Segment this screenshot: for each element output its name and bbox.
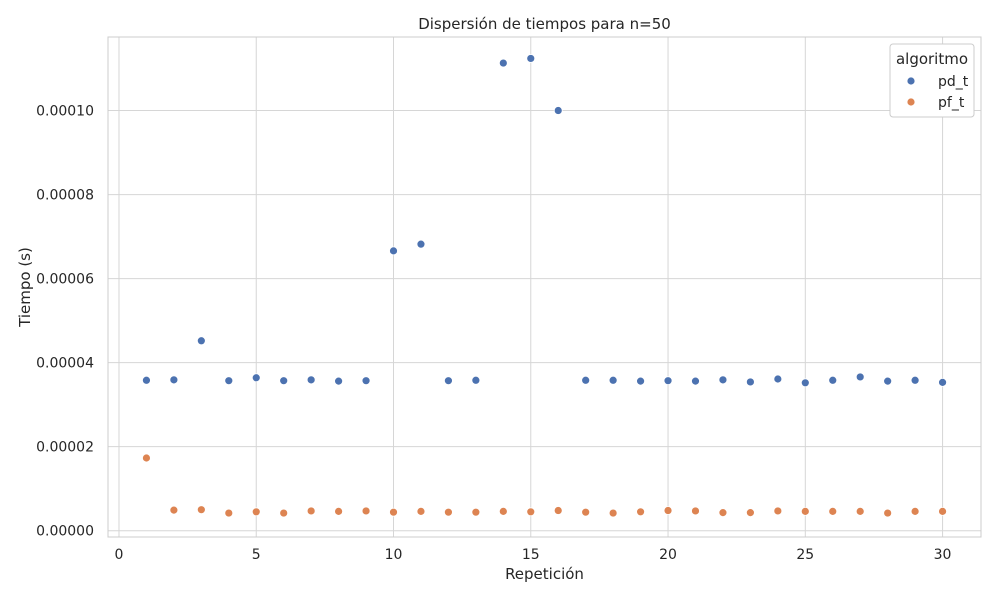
- legend-title: algoritmo: [896, 50, 968, 68]
- data-point-pf-t: [279, 508, 289, 518]
- data-point-pf-t: [251, 507, 261, 517]
- chart-title: Dispersión de tiempos para n=50: [418, 15, 671, 33]
- legend-label-pd-t: pd_t: [938, 74, 969, 90]
- data-point-pd-t: [306, 375, 316, 385]
- data-point-pd-t: [718, 375, 728, 385]
- data-point-pf-t: [361, 506, 371, 516]
- y-tick-label: 0.00006: [36, 272, 94, 288]
- y-tick-label: 0.00008: [36, 188, 94, 204]
- data-point-pd-t: [142, 375, 151, 385]
- data-point-pf-t: [498, 506, 508, 516]
- data-point-pf-t: [306, 506, 316, 516]
- data-point-pf-t: [444, 507, 453, 517]
- data-point-pd-t: [745, 377, 755, 387]
- data-point-pf-t: [800, 506, 810, 516]
- data-point-pd-t: [855, 372, 865, 382]
- data-point-pf-t: [142, 453, 151, 463]
- data-point-pd-t: [361, 376, 371, 386]
- data-point-pd-t: [169, 375, 179, 385]
- data-point-pd-t: [800, 378, 810, 388]
- data-point-pf-t: [196, 505, 206, 515]
- data-point-pd-t: [526, 54, 536, 63]
- data-point-pd-t: [828, 375, 838, 385]
- data-point-pf-t: [745, 508, 755, 518]
- data-point-pd-t: [444, 376, 453, 386]
- legend: algoritmo pd_t pf_t: [889, 43, 975, 118]
- plot-frame: [107, 36, 982, 538]
- grid: [108, 37, 981, 537]
- data-point-pf-t: [389, 507, 398, 517]
- data-point-pd-t: [883, 376, 893, 386]
- data-point-pf-t: [663, 506, 673, 515]
- data-point-pd-t: [416, 239, 426, 249]
- data-point-pd-t: [691, 376, 700, 386]
- data-point-pf-t: [828, 506, 838, 516]
- data-point-pf-t: [169, 505, 179, 515]
- data-point-pf-t: [581, 507, 591, 517]
- data-point-pd-t: [471, 375, 481, 385]
- data-point-pd-t: [224, 376, 234, 386]
- data-point-pd-t: [608, 375, 618, 385]
- data-point-pd-t: [251, 373, 261, 383]
- data-point-pf-t: [636, 507, 645, 517]
- y-tick-label: 0.00000: [36, 524, 94, 540]
- x-tick-label: 10: [385, 547, 403, 563]
- legend-label-pf-t: pf_t: [938, 95, 965, 111]
- data-point-pf-t: [883, 508, 893, 518]
- legend-marker-pf-t: [906, 97, 916, 107]
- data-point-pd-t: [279, 376, 289, 386]
- data-point-pf-t: [224, 508, 234, 518]
- data-point-pf-t: [910, 506, 920, 516]
- data-point-pd-t: [334, 376, 344, 386]
- data-point-pd-t: [553, 106, 563, 115]
- data-point-pd-t: [581, 375, 591, 385]
- x-axis-label: Repetición: [505, 565, 584, 583]
- y-tick-label: 0.00002: [36, 440, 94, 456]
- x-tick-label: 0: [115, 547, 124, 563]
- data-point-pf-t: [855, 506, 865, 516]
- data-point-pd-t: [389, 246, 398, 256]
- x-tick-label: 30: [934, 547, 952, 563]
- data-point-pd-t: [498, 58, 508, 68]
- data-point-pd-t: [773, 374, 783, 384]
- x-tick-label: 15: [522, 547, 540, 563]
- y-tick-label: 0.00004: [36, 356, 94, 372]
- y-axis-label: Tiempo (s): [16, 247, 34, 328]
- x-tick-label: 5: [252, 547, 261, 563]
- data-point-pf-t: [471, 507, 481, 517]
- data-point-pf-t: [416, 506, 426, 516]
- x-tick-label: 20: [659, 547, 677, 563]
- data-point-pf-t: [526, 507, 536, 517]
- data-point-pf-t: [938, 506, 947, 516]
- y-tick-label: 0.00010: [36, 104, 94, 120]
- data-point-pd-t: [910, 375, 920, 385]
- tick-labels: 0 5 10 15 20 25 30 0.00000 0.00002 0.00004 0.00006…: [36, 104, 951, 563]
- data-point-pd-t: [663, 376, 673, 386]
- data-point-pd-t: [196, 336, 206, 346]
- x-tick-label: 25: [796, 547, 814, 563]
- data-point-pf-t: [334, 506, 344, 516]
- data-point-pf-t: [773, 506, 783, 516]
- data-point-pf-t: [553, 506, 563, 515]
- data-points: [142, 54, 947, 518]
- data-point-pf-t: [718, 508, 728, 518]
- data-point-pd-t: [938, 377, 947, 387]
- legend-marker-pd-t: [906, 76, 916, 86]
- data-point-pd-t: [636, 376, 645, 386]
- data-point-pf-t: [691, 506, 700, 516]
- data-point-pf-t: [608, 508, 618, 518]
